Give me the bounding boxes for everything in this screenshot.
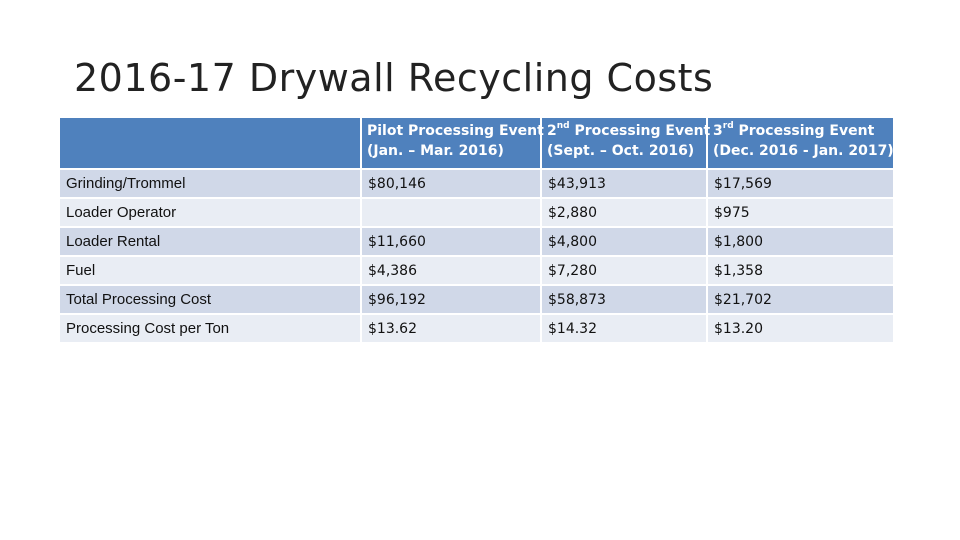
cell-value: $14.32 [542, 315, 706, 342]
cell-value: $43,913 [542, 170, 706, 197]
row-label: Fuel [60, 257, 360, 284]
cell-value: $21,702 [708, 286, 893, 313]
cell-value: $975 [708, 199, 893, 226]
costs-table: Pilot Processing Event (Jan. – Mar. 2016… [58, 116, 895, 344]
table-row-loader-rental: Loader Rental $11,660 $4,800 $1,800 [60, 228, 893, 255]
cell-value: $1,800 [708, 228, 893, 255]
cell-value: $2,880 [542, 199, 706, 226]
header-2nd-num: 2 [547, 123, 557, 139]
row-label: Processing Cost per Ton [60, 315, 360, 342]
header-cell-3rd-event: 3rd Processing Event (Dec. 2016 - Jan. 2… [708, 118, 894, 168]
table-row-loader-operator: Loader Operator $2,880 $975 [60, 199, 893, 226]
cell-value: $1,358 [708, 257, 893, 284]
row-label: Loader Operator [60, 199, 360, 226]
cell-value: $4,386 [362, 257, 540, 284]
row-label: Grinding/Trommel [60, 170, 360, 197]
header-pilot-line2: (Jan. – Mar. 2016) [367, 143, 504, 159]
table-header-row: Pilot Processing Event (Jan. – Mar. 2016… [60, 118, 894, 168]
header-2nd-sup: nd [556, 121, 570, 131]
cell-value: $96,192 [362, 286, 540, 313]
header-cell-empty [60, 118, 360, 168]
header-cell-pilot-event: Pilot Processing Event (Jan. – Mar. 2016… [362, 118, 544, 168]
header-3rd-line2: (Dec. 2016 - Jan. 2017) [713, 143, 894, 159]
cell-value [362, 199, 540, 226]
table-row-total-cost: Total Processing Cost $96,192 $58,873 $2… [60, 286, 893, 313]
table-row-fuel: Fuel $4,386 $7,280 $1,358 [60, 257, 893, 284]
cell-value: $11,660 [362, 228, 540, 255]
header-3rd-num: 3 [713, 123, 723, 139]
header-2nd-line1: Processing Event [569, 123, 711, 139]
cell-value: $13.62 [362, 315, 540, 342]
table-row-grinding: Grinding/Trommel $80,146 $43,913 $17,569 [60, 170, 893, 197]
page-title: 2016-17 Drywall Recycling Costs [74, 56, 714, 100]
cell-value: $80,146 [362, 170, 540, 197]
row-label: Loader Rental [60, 228, 360, 255]
cell-value: $17,569 [708, 170, 893, 197]
row-label: Total Processing Cost [60, 286, 360, 313]
cell-value: $7,280 [542, 257, 706, 284]
header-cell-2nd-event: 2nd Processing Event (Sept. – Oct. 2016) [542, 118, 710, 168]
cell-value: $4,800 [542, 228, 706, 255]
header-pilot-line1: Pilot Processing Event [367, 123, 544, 139]
header-3rd-line1: Processing Event [733, 123, 875, 139]
header-2nd-line2: (Sept. – Oct. 2016) [547, 143, 695, 159]
table-row-cost-per-ton: Processing Cost per Ton $13.62 $14.32 $1… [60, 315, 893, 342]
cell-value: $13.20 [708, 315, 893, 342]
cell-value: $58,873 [542, 286, 706, 313]
header-3rd-sup: rd [722, 121, 734, 131]
